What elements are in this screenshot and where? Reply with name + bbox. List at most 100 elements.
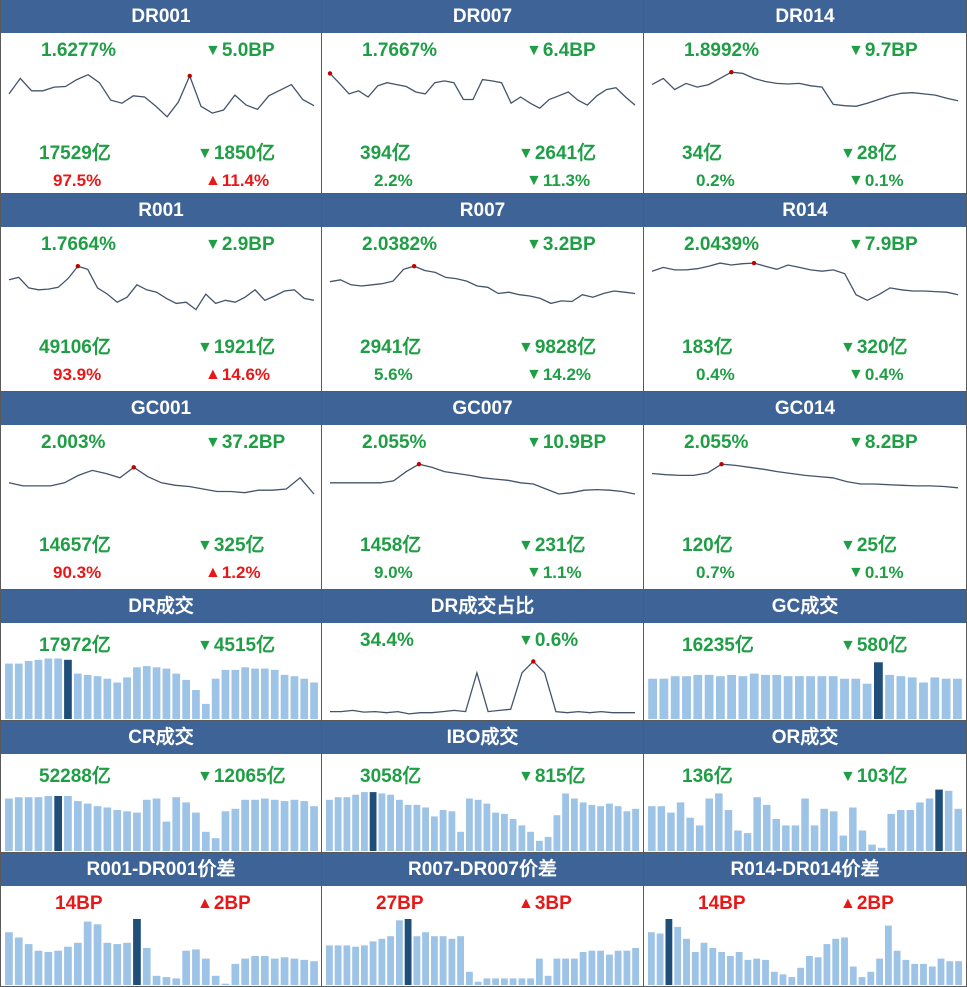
bar xyxy=(676,802,685,851)
bar xyxy=(44,658,53,719)
rate-change-text: 10.9BP xyxy=(542,432,607,453)
bar xyxy=(182,950,190,985)
panel-r014: R014 2.0439% ▼7.9BP 183亿 ▼320亿 0.4% ▼0.4% xyxy=(644,194,967,392)
bar xyxy=(753,797,761,851)
share-change: ▼11.3% xyxy=(526,171,590,191)
rate-change: ▼37.2BP xyxy=(205,432,285,454)
bar xyxy=(839,835,848,851)
bar xyxy=(280,674,289,719)
bar xyxy=(361,945,368,985)
panel-gc014: GC014 2.055% ▼8.2BP 120亿 ▼25亿 0.7% ▼0.1% xyxy=(644,392,967,590)
volume-value-text: 394亿 xyxy=(360,143,411,164)
bar-latest xyxy=(935,789,943,851)
bar xyxy=(142,799,151,851)
bar xyxy=(54,658,62,719)
value-text: 3058亿 xyxy=(360,766,422,787)
share-change: ▼0.4% xyxy=(848,365,904,385)
volume-value: 17529亿 xyxy=(39,138,111,165)
volume-change-text: 25亿 xyxy=(856,535,897,556)
bar xyxy=(44,952,53,985)
value-text: 136亿 xyxy=(682,766,733,787)
volume-value-text: 1458亿 xyxy=(360,535,422,556)
bar xyxy=(885,925,892,985)
volume-value-text: 183亿 xyxy=(682,337,733,358)
bar xyxy=(162,977,171,985)
bar xyxy=(667,812,675,851)
rate-value: 2.055% xyxy=(684,432,748,454)
bar xyxy=(779,974,787,985)
bar xyxy=(34,659,43,719)
panel-title: IBO成交 xyxy=(322,721,643,754)
bar xyxy=(241,799,249,851)
bar xyxy=(231,669,240,719)
bar xyxy=(817,676,827,719)
bar xyxy=(152,667,161,719)
bar xyxy=(823,944,831,985)
bar xyxy=(902,959,910,985)
bar xyxy=(74,673,82,719)
down-arrow-icon: ▼ xyxy=(848,564,864,581)
bar xyxy=(343,945,351,985)
bar xyxy=(944,790,953,851)
series-line xyxy=(651,463,959,489)
panel-title: R014 xyxy=(644,194,966,227)
bar xyxy=(828,676,838,719)
bar xyxy=(113,682,122,719)
value-text: 14BP xyxy=(55,893,103,914)
bar xyxy=(867,971,875,985)
bar xyxy=(588,804,596,851)
bar xyxy=(770,971,778,985)
trend-chart xyxy=(330,659,635,715)
bar xyxy=(182,802,190,851)
bar xyxy=(211,838,220,851)
volume-change: ▼1921亿 xyxy=(197,332,275,359)
trend-chart xyxy=(327,71,636,109)
bar-chart xyxy=(326,919,639,985)
value-text: 14BP xyxy=(698,893,746,914)
bar xyxy=(74,801,82,851)
share-change-text: 14.6% xyxy=(221,365,271,384)
panel-spread14: R014-DR014价差 14BP ▲2BP xyxy=(644,853,967,987)
rate-change: ▼9.7BP xyxy=(848,40,918,62)
down-arrow-icon: ▼ xyxy=(526,172,542,189)
down-arrow-icon: ▼ xyxy=(205,42,221,59)
volume-change: ▼2641亿 xyxy=(518,138,596,165)
share-value: 0.7% xyxy=(696,563,735,583)
bar xyxy=(527,978,534,985)
panel-title: DR014 xyxy=(644,0,966,33)
bar xyxy=(192,812,200,851)
panel-cr_vol: CR成交 52288亿 ▼12065亿 xyxy=(0,721,322,853)
share-value: 90.3% xyxy=(53,563,101,583)
bar xyxy=(659,678,669,719)
volume-value: 1458亿 xyxy=(360,530,421,557)
peak-marker xyxy=(751,260,757,266)
volume-change: ▼25亿 xyxy=(840,530,897,557)
bar xyxy=(251,799,259,851)
change-text: 4515亿 xyxy=(213,635,276,656)
bar-chart xyxy=(648,662,962,719)
change-text: 12065亿 xyxy=(213,766,286,787)
panel-gc001: GC001 2.003% ▼37.2BP 14657亿 ▼325亿 90.3% ▲1.2% xyxy=(0,392,322,590)
rate-value: 2.0382% xyxy=(362,234,437,256)
volume-value-text: 120亿 xyxy=(682,535,733,556)
bar xyxy=(691,952,699,985)
change: ▼4515亿 xyxy=(197,630,275,657)
down-arrow-icon: ▼ xyxy=(848,366,864,383)
bar xyxy=(868,844,876,851)
bar xyxy=(897,810,905,851)
bar xyxy=(378,938,386,985)
bar xyxy=(270,669,279,719)
bar xyxy=(849,807,857,851)
bar xyxy=(422,932,429,985)
peak-marker xyxy=(75,264,81,269)
peak-marker xyxy=(729,70,734,75)
value: 27BP xyxy=(376,893,424,915)
bar xyxy=(761,674,770,719)
bar xyxy=(241,667,249,719)
change-text: 2BP xyxy=(856,893,894,914)
peak-marker xyxy=(411,264,417,269)
share-change-text: 11.4% xyxy=(221,171,270,190)
bar xyxy=(783,676,793,719)
bar xyxy=(753,958,761,985)
bar xyxy=(231,963,240,985)
